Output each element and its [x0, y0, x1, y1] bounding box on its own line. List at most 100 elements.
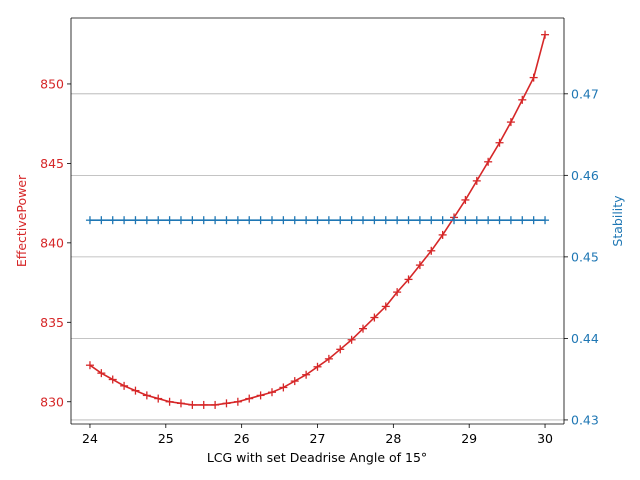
data-point-right	[313, 216, 322, 225]
data-point-left	[97, 369, 106, 378]
data-point-right	[506, 216, 515, 225]
x-axis-title: LCG with set Deadrise Angle of 15°	[207, 450, 427, 465]
data-point-right	[290, 216, 299, 225]
data-point-left	[495, 138, 504, 147]
y-tick-label-left: 830	[40, 394, 64, 409]
data-point-right	[461, 216, 470, 225]
data-point-left	[313, 362, 322, 371]
data-point-left	[415, 261, 424, 270]
data-point-right	[97, 216, 106, 225]
data-point-right	[222, 216, 231, 225]
data-point-left	[142, 391, 151, 400]
y-tick-label-left: 850	[40, 76, 64, 91]
data-point-right	[211, 216, 220, 225]
data-point-left	[438, 230, 447, 239]
data-point-left	[541, 30, 550, 39]
data-point-left	[222, 399, 231, 408]
data-point-right	[165, 216, 174, 225]
series-left	[85, 30, 550, 409]
data-point-left	[108, 375, 117, 384]
data-point-right	[142, 216, 151, 225]
data-point-left	[120, 381, 129, 390]
data-point-left	[279, 383, 288, 392]
data-point-left	[472, 176, 481, 185]
data-point-left	[529, 73, 538, 82]
data-point-right	[415, 216, 424, 225]
data-point-left	[518, 95, 527, 104]
data-point-left	[324, 354, 333, 363]
y-tick-label-right: 0.46	[571, 168, 599, 183]
x-tick-label: 29	[461, 431, 477, 446]
data-point-right	[267, 216, 276, 225]
data-point-right	[518, 216, 527, 225]
data-point-right	[404, 216, 413, 225]
axes: 24 25 26 27 28 29 30 830 835 840 845 850 0.43 0.44 0.4…	[40, 17, 599, 446]
x-tick-label: 30	[537, 431, 553, 446]
data-point-right	[336, 216, 345, 225]
data-point-right	[438, 216, 447, 225]
data-point-right	[495, 216, 504, 225]
series-right	[85, 216, 550, 225]
data-point-right	[529, 216, 538, 225]
data-point-left	[199, 400, 208, 409]
data-point-right	[370, 216, 379, 225]
data-point-left	[131, 386, 140, 395]
data-point-left	[188, 400, 197, 409]
data-point-left	[359, 324, 368, 333]
data-point-right	[176, 216, 185, 225]
data-point-right	[120, 216, 129, 225]
data-point-right	[302, 216, 311, 225]
x-tick-label: 24	[82, 431, 98, 446]
y-tick-label-left: 840	[40, 235, 64, 250]
data-point-left	[381, 302, 390, 311]
data-point-right	[359, 216, 368, 225]
data-point-left	[256, 391, 265, 400]
data-point-left	[245, 394, 254, 403]
data-point-right	[256, 216, 265, 225]
data-point-right	[131, 216, 140, 225]
x-tick-label: 28	[385, 431, 401, 446]
data-point-right	[154, 216, 163, 225]
y-axis-title-left: EffectivePower	[14, 174, 29, 267]
data-point-right	[472, 216, 481, 225]
data-point-left	[461, 195, 470, 204]
data-point-left	[336, 345, 345, 354]
data-point-right	[450, 216, 459, 225]
data-point-left	[165, 397, 174, 406]
data-point-right	[108, 216, 117, 225]
data-point-right	[347, 216, 356, 225]
data-point-left	[233, 397, 242, 406]
y-tick-label-left: 845	[40, 156, 64, 171]
data-point-left	[267, 388, 276, 397]
data-point-left	[427, 246, 436, 255]
data-point-right	[381, 216, 390, 225]
data-point-right	[427, 216, 436, 225]
y-tick-label-right: 0.47	[571, 86, 599, 101]
y-tick-label-right: 0.43	[571, 412, 599, 427]
data-point-right	[233, 216, 242, 225]
grid	[71, 93, 564, 421]
data-point-right	[85, 216, 94, 225]
data-point-right	[188, 216, 197, 225]
data-point-left	[404, 275, 413, 284]
y-tick-label-right: 0.44	[571, 331, 599, 346]
data-point-left	[154, 394, 163, 403]
data-point-left	[211, 400, 220, 409]
y-tick-label-left: 835	[40, 315, 64, 330]
data-point-left	[176, 399, 185, 408]
y-axis-title-right: Stability	[610, 195, 625, 247]
x-tick-label: 26	[234, 431, 250, 446]
data-point-right	[541, 216, 550, 225]
y-tick-label-right: 0.45	[571, 249, 599, 264]
data-point-left	[290, 377, 299, 386]
data-point-left	[302, 370, 311, 379]
data-point-right	[324, 216, 333, 225]
data-point-left	[347, 335, 356, 344]
data-point-right	[393, 216, 402, 225]
data-point-right	[279, 216, 288, 225]
data-point-right	[484, 216, 493, 225]
data-point-left	[484, 157, 493, 166]
data-point-right	[199, 216, 208, 225]
